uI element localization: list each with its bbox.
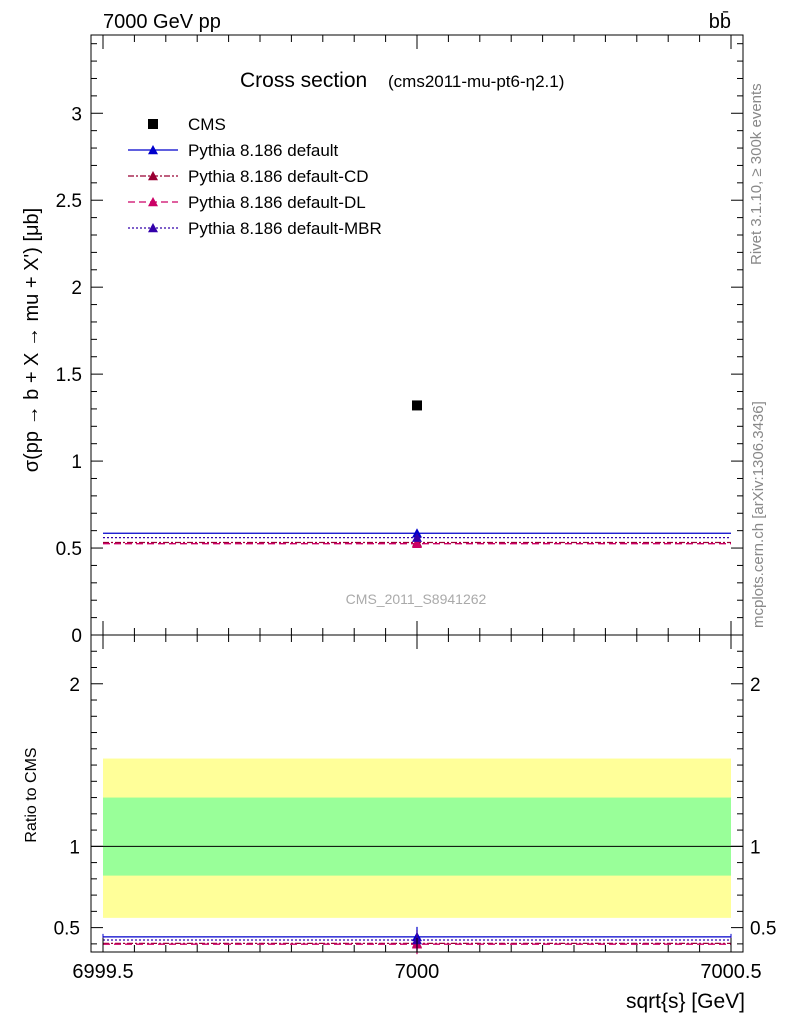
mcplots-label: mcplots.cern.ch [arXiv:1306.3436]	[750, 401, 767, 628]
y-tick-label: 1	[71, 452, 82, 473]
ratio-y-tick-label-right: 0.5	[750, 919, 776, 940]
header-right-label: bb̄	[709, 10, 731, 33]
rivet-version-label: Rivet 3.1.10, ≥ 300k events	[748, 83, 765, 265]
ratio-y-tick-label-left: 2	[69, 675, 80, 696]
y-tick-label: 3	[71, 104, 82, 125]
chart-subtitle: (cms2011-mu-pt6-η2.1)	[388, 72, 564, 91]
y-tick-label: 1.5	[56, 365, 82, 386]
x-tick-label: 7000.5	[700, 961, 761, 983]
x-axis-label: sqrt{s} [GeV]	[626, 990, 745, 1013]
legend-marker-pythia-8-186-default-cd	[148, 171, 158, 181]
y-tick-label: 2	[71, 278, 82, 299]
data-point-pythia-8-186-default-mbr	[412, 532, 422, 542]
legend-label: Pythia 8.186 default-CD	[188, 167, 369, 186]
legend-label: Pythia 8.186 default-DL	[188, 193, 366, 212]
header-left-label: 7000 GeV pp	[103, 11, 221, 33]
main-panel: 0 0.5 1 1.5 2 2.5 3 σ(pp → b + X → mu + X') [μb…	[21, 34, 744, 647]
legend-marker-cms	[148, 119, 158, 129]
data-point-cms	[412, 400, 422, 411]
x-tick-label: 7000	[395, 961, 440, 983]
y-tick-label: 2.5	[56, 191, 82, 212]
y-tick-label: 0.5	[56, 539, 82, 560]
legend-label: Pythia 8.186 default	[188, 141, 339, 160]
y-tick-label: 0	[71, 626, 82, 647]
ratio-y-tick-label-right: 1	[750, 837, 761, 858]
legend-marker-pythia-8-186-default-dl	[148, 197, 158, 207]
ratio-y-axis-label: Ratio to CMS	[23, 747, 40, 842]
legend-marker-pythia-8-186-default	[148, 145, 158, 155]
legend-marker-pythia-8-186-default-mbr	[148, 223, 158, 233]
ratio-y-tick-label-right: 2	[750, 675, 761, 696]
x-tick-label: 6999.5	[72, 961, 133, 983]
analysis-id-label: CMS_2011_S8941262	[346, 591, 487, 607]
legend-label: CMS	[188, 115, 226, 134]
chart-title: Cross section	[240, 69, 367, 92]
uncertainty-band-stat-uncertainty	[103, 797, 731, 876]
ratio-panel: 0.5 0.5 1 1 2 2 6999.5 7000 7000.5 Ratio to CMS sq…	[23, 634, 776, 1013]
ratio-y-tick-label-left: 0.5	[54, 919, 80, 940]
y-axis-label: σ(pp → b + X → mu + X') [μb]	[21, 208, 43, 472]
ratio-y-tick-label-left: 1	[69, 837, 80, 858]
data-point-pythia-8-186-default-dl	[412, 538, 422, 548]
legend-label: Pythia 8.186 default-MBR	[188, 219, 382, 238]
